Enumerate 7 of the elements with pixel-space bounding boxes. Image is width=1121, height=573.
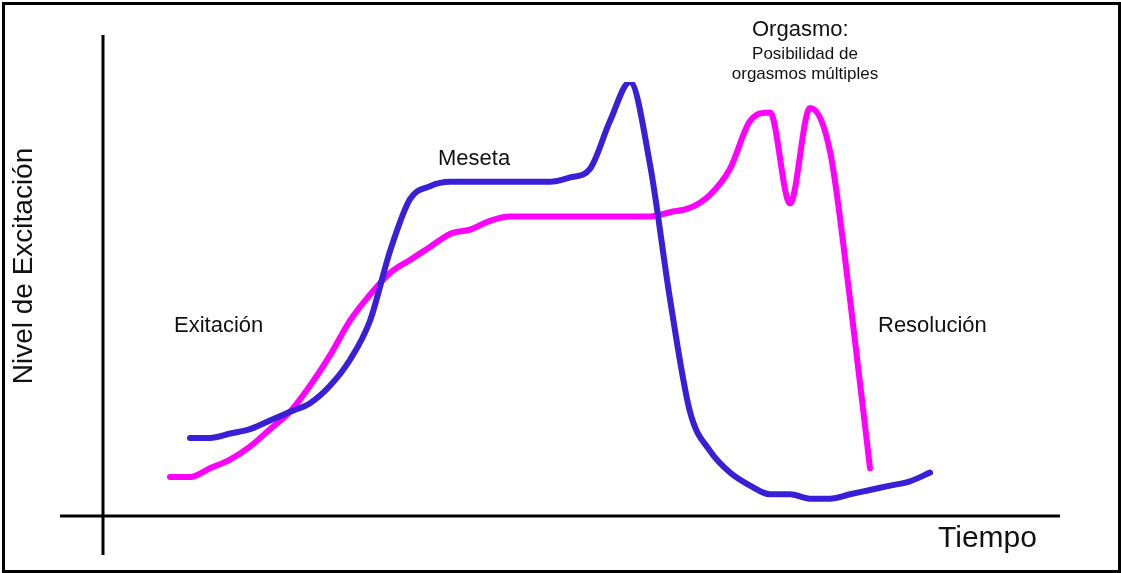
annotation: Posibilidad de orgasmos múltiples — [730, 44, 880, 84]
x-axis-title: Tiempo — [938, 520, 1037, 554]
annotation: Exitación — [174, 312, 264, 338]
y-axis-title: Nivel de Excitación — [7, 147, 40, 385]
annotation: Meseta — [438, 145, 511, 171]
text: Orgasmo: — [752, 16, 849, 42]
annotation: Resolución — [878, 312, 987, 338]
